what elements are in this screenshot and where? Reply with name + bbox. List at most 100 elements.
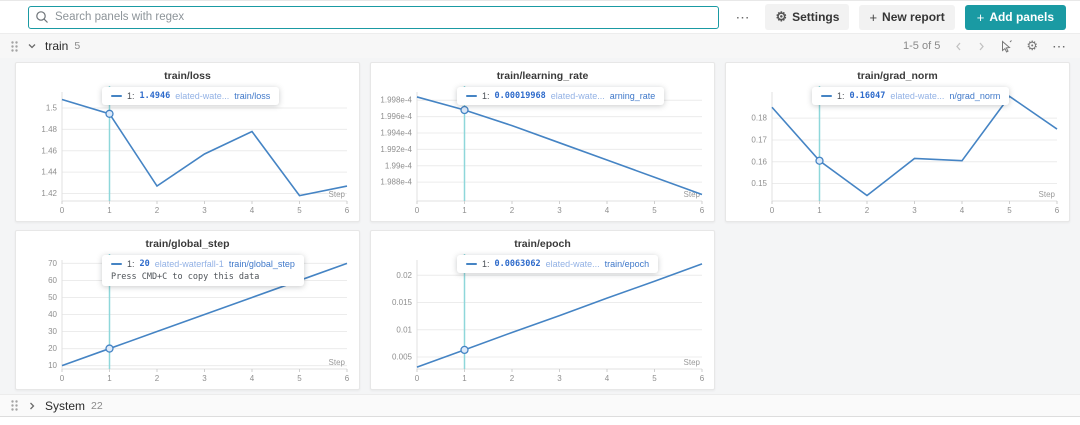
line-chart[interactable]: 0.005 0.01 0.015 0.02 0 1 2 3 4 5 6 Step xyxy=(371,252,714,389)
plus-icon: + xyxy=(869,9,878,25)
svg-text:6: 6 xyxy=(345,206,350,215)
svg-text:1.44: 1.44 xyxy=(41,168,57,177)
tooltip-step: 1: xyxy=(837,91,845,101)
settings-button[interactable]: ⚙ Settings xyxy=(765,4,850,30)
svg-text:5: 5 xyxy=(297,374,302,383)
line-chart[interactable]: 1.42 1.44 1.46 1.48 1.5 0 1 2 3 4 5 6 Step xyxy=(16,84,359,221)
section-more-icon[interactable]: ⋯ xyxy=(1052,38,1066,54)
svg-text:20: 20 xyxy=(48,344,57,353)
svg-text:0: 0 xyxy=(415,374,420,383)
gear-icon: ⚙ xyxy=(775,9,788,24)
tooltip-step: 1: xyxy=(482,259,490,269)
svg-text:5: 5 xyxy=(1007,206,1012,215)
svg-text:10: 10 xyxy=(48,361,57,370)
add-panels-button[interactable]: + Add panels xyxy=(964,4,1066,30)
svg-text:1.5: 1.5 xyxy=(46,104,58,113)
svg-text:2: 2 xyxy=(865,206,870,215)
panel-title: train/loss xyxy=(164,70,211,82)
drag-handle-icon[interactable] xyxy=(10,399,19,412)
svg-text:3: 3 xyxy=(202,206,207,215)
svg-text:0.015: 0.015 xyxy=(392,298,413,307)
svg-text:2: 2 xyxy=(155,374,160,383)
svg-text:Step: Step xyxy=(684,190,701,199)
chart-tooltip: 1: 0.00019968 elated-wate... arning_rate xyxy=(457,87,665,105)
svg-text:Step: Step xyxy=(329,190,346,199)
svg-text:4: 4 xyxy=(605,374,610,383)
chevron-right-icon[interactable] xyxy=(27,401,37,411)
panel-title: train/grad_norm xyxy=(857,70,938,82)
svg-text:0: 0 xyxy=(60,206,65,215)
svg-text:0.01: 0.01 xyxy=(396,325,412,334)
chart-tooltip: 1: 0.16047 elated-wate... n/grad_norm xyxy=(812,87,1010,105)
chart-tooltip: 1: 0.0063062 elated-wate... train/epoch xyxy=(457,255,659,273)
tooltip-metric: train/epoch xyxy=(604,259,650,269)
settings-label: Settings xyxy=(792,10,840,24)
panel-train-loss[interactable]: train/loss 1.42 1.44 1.46 1.48 1.5 0 1 2 3 4 5 6 Ste… xyxy=(15,62,360,222)
svg-text:5: 5 xyxy=(297,206,302,215)
chart-tooltip: 1: 20 elated-waterfall-1 train/global_st… xyxy=(102,255,304,286)
tooltip-copy-hint: Press CMD+C to copy this data xyxy=(111,272,260,282)
svg-text:1: 1 xyxy=(462,374,467,383)
cursor-select-icon[interactable] xyxy=(1000,39,1013,53)
svg-text:6: 6 xyxy=(345,374,350,383)
svg-text:0.18: 0.18 xyxy=(751,114,767,123)
more-options-button[interactable]: ⋯ xyxy=(729,8,755,26)
plus-icon: + xyxy=(976,9,985,25)
tooltip-metric: arning_rate xyxy=(609,91,656,101)
pagination-info: 1-5 of 5 xyxy=(903,40,941,52)
panel-train-global-step[interactable]: train/global_step 10 20 30 40 50 60 70 0 1 2 3 4 5 6 S… xyxy=(15,230,360,390)
svg-text:1: 1 xyxy=(817,206,822,215)
svg-text:1.42: 1.42 xyxy=(41,189,57,198)
svg-text:0: 0 xyxy=(60,374,65,383)
svg-text:1: 1 xyxy=(107,374,112,383)
panels-area: train/loss 1.42 1.44 1.46 1.48 1.5 0 1 2 3 4 5 6 Ste… xyxy=(0,58,1080,394)
series-swatch xyxy=(111,263,122,265)
drag-handle-icon[interactable] xyxy=(10,40,19,53)
tooltip-run-name: elated-waterfall-1 xyxy=(154,259,224,269)
svg-text:2: 2 xyxy=(510,206,515,215)
line-chart[interactable]: 0.15 0.16 0.17 0.18 0 1 2 3 4 5 6 Step xyxy=(726,84,1069,221)
series-swatch xyxy=(466,263,477,265)
chevron-down-icon[interactable] xyxy=(27,41,37,51)
panel-train-learning-rate[interactable]: train/learning_rate 1.988e-4 1.99e-4 1.992… xyxy=(370,62,715,222)
new-report-button[interactable]: + New report xyxy=(859,4,955,30)
tooltip-run-name: elated-wate... xyxy=(545,259,600,269)
tooltip-run-name: elated-wate... xyxy=(550,91,605,101)
svg-text:2: 2 xyxy=(510,374,515,383)
svg-text:4: 4 xyxy=(250,206,255,215)
svg-text:1.992e-4: 1.992e-4 xyxy=(380,145,412,154)
prev-page-icon[interactable] xyxy=(954,41,963,52)
section-count-badge: 5 xyxy=(74,40,81,52)
svg-text:1.996e-4: 1.996e-4 xyxy=(380,112,412,121)
svg-text:0.16: 0.16 xyxy=(751,157,767,166)
ellipsis-icon: ⋯ xyxy=(735,9,750,25)
svg-text:70: 70 xyxy=(48,259,57,268)
svg-text:4: 4 xyxy=(605,206,610,215)
svg-text:1.988e-4: 1.988e-4 xyxy=(380,178,412,187)
svg-text:40: 40 xyxy=(48,310,57,319)
tooltip-value: 0.0063062 xyxy=(494,259,541,269)
svg-text:4: 4 xyxy=(250,374,255,383)
svg-text:1.994e-4: 1.994e-4 xyxy=(380,128,412,137)
panel-train-grad-norm[interactable]: train/grad_norm 0.15 0.16 0.17 0.18 0 1 2 3 4 5 6 S… xyxy=(725,62,1070,222)
svg-text:2: 2 xyxy=(155,206,160,215)
panel-title: train/epoch xyxy=(514,238,571,250)
section-title[interactable]: train xyxy=(45,39,69,53)
empty-grid-cell xyxy=(725,230,1070,390)
tooltip-step: 1: xyxy=(127,91,135,101)
svg-text:1: 1 xyxy=(462,206,467,215)
svg-text:3: 3 xyxy=(202,374,207,383)
panel-search xyxy=(28,5,720,29)
svg-text:0.02: 0.02 xyxy=(396,271,412,280)
section-title[interactable]: System xyxy=(45,398,86,413)
section-settings-icon[interactable]: ⚙ xyxy=(1026,38,1038,53)
next-page-icon[interactable] xyxy=(977,41,986,52)
panel-train-epoch[interactable]: train/epoch 0.005 0.01 0.015 0.02 0 1 2 3 4 5 6 Ste… xyxy=(370,230,715,390)
svg-text:3: 3 xyxy=(912,206,917,215)
svg-text:4: 4 xyxy=(960,206,965,215)
search-input[interactable] xyxy=(28,5,720,29)
svg-text:0: 0 xyxy=(415,206,420,215)
svg-text:Step: Step xyxy=(329,358,346,367)
section-count-badge: 22 xyxy=(91,399,103,412)
tooltip-value: 0.00019968 xyxy=(494,91,546,101)
